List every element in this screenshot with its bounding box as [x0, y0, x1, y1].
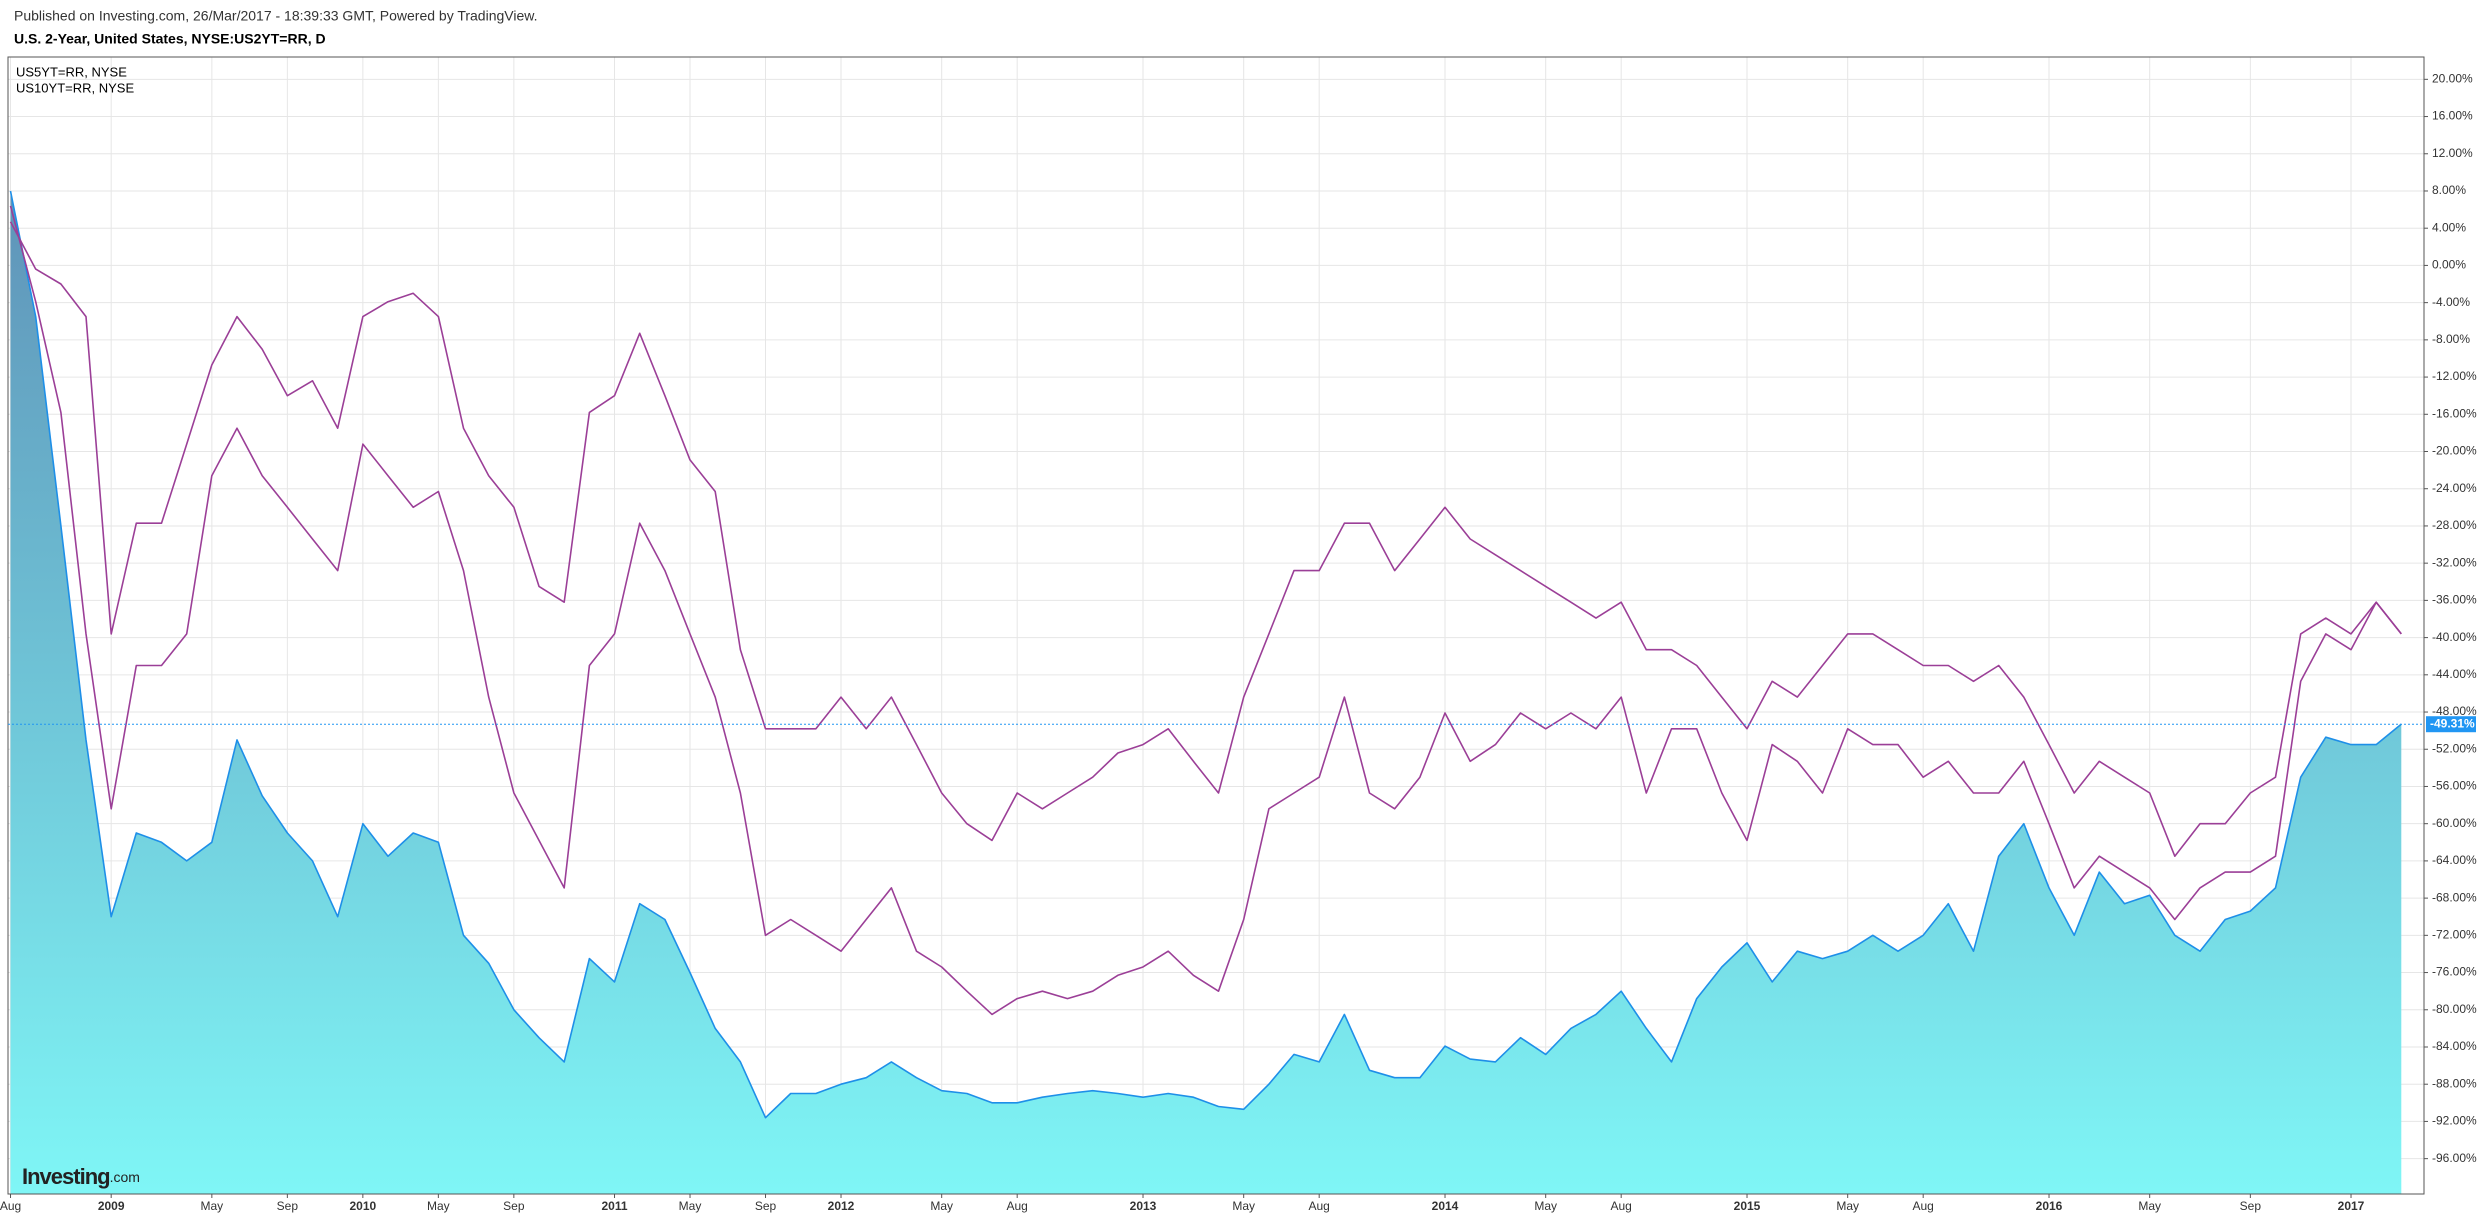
y-tick-label: -16.00% [2432, 406, 2477, 420]
y-tick-label: 12.00% [2432, 146, 2473, 160]
x-tick-label: 2013 [1130, 1199, 1157, 1213]
y-tick-label: -24.00% [2432, 481, 2477, 495]
plot-area [8, 57, 2424, 1194]
x-tick-label: May [1534, 1199, 1557, 1213]
x-tick-label: 2011 [601, 1199, 627, 1213]
y-tick-label: -28.00% [2432, 518, 2477, 532]
y-tick-label: 20.00% [2432, 72, 2473, 86]
y-tick-label: -20.00% [2432, 444, 2477, 458]
x-tick-label: Sep [503, 1199, 525, 1213]
y-tick-label: -4.00% [2432, 295, 2470, 309]
y-tick-label: -56.00% [2432, 779, 2477, 793]
line [9, 190, 2402, 1119]
y-tick-label: -92.00% [2432, 1114, 2477, 1128]
watermark: Investing.com [22, 1164, 140, 1189]
x-tick-label: Sep [755, 1199, 777, 1213]
y-tick-label: 4.00% [2432, 220, 2466, 234]
x-tick-label: 2009 [98, 1199, 125, 1213]
line [9, 221, 2402, 857]
x-tick-label: Aug [0, 1199, 21, 1213]
y-tick-label: 16.00% [2432, 109, 2473, 123]
y-tick-label: -72.00% [2432, 928, 2477, 942]
current-value-label: -49.31% [2430, 716, 2475, 730]
y-tick-label: 8.00% [2432, 183, 2466, 197]
y-tick-label: -68.00% [2432, 890, 2477, 904]
y-tick-label: -84.00% [2432, 1039, 2477, 1053]
x-tick-label: May [201, 1199, 224, 1213]
x-tick-label: 2014 [1432, 1199, 1459, 1213]
y-tick-label: -64.00% [2432, 853, 2477, 867]
x-tick-label: May [427, 1199, 450, 1213]
legend-entry: US10YT=RR, NYSE [16, 80, 134, 95]
area [10, 191, 2402, 1194]
y-tick-label: -8.00% [2432, 332, 2470, 346]
x-tick-label: 2010 [349, 1199, 376, 1213]
x-tick-label: 2012 [828, 1199, 855, 1213]
y-tick-label: -80.00% [2432, 1002, 2477, 1016]
x-tick-label: Aug [1309, 1199, 1330, 1213]
y-tick-label: -88.00% [2432, 1076, 2477, 1090]
x-tick-label: May [679, 1199, 702, 1213]
x-tick-label: May [930, 1199, 953, 1213]
plot-frame [7, 56, 2425, 1195]
legend-entry: US5YT=RR, NYSE [16, 64, 127, 79]
y-tick-label: -60.00% [2432, 816, 2477, 830]
y-tick-label: -36.00% [2432, 593, 2477, 607]
x-tick-label: May [2138, 1199, 2161, 1213]
current-value-box [2426, 716, 2476, 733]
watermark-brand: Investing [22, 1164, 110, 1189]
x-tick-label: Sep [2240, 1199, 2262, 1213]
x-tick-label: 2016 [2036, 1199, 2063, 1213]
chart-title: U.S. 2-Year, United States, NYSE:US2YT=R… [14, 31, 326, 47]
y-tick-label: -32.00% [2432, 555, 2477, 569]
y-tick-label: -96.00% [2432, 1151, 2477, 1165]
y-tick-label: 0.00% [2432, 258, 2466, 272]
y-tick-label: -48.00% [2432, 704, 2477, 718]
y-tick-label: -40.00% [2432, 630, 2477, 644]
watermark-suffix: .com [110, 1169, 140, 1185]
x-tick-label: Aug [1913, 1199, 1934, 1213]
y-tick-label: -12.00% [2432, 369, 2477, 383]
x-tick-label: 2017 [2338, 1199, 2365, 1213]
line [9, 205, 2402, 1016]
x-tick-label: Sep [277, 1199, 299, 1213]
x-tick-label: Aug [1611, 1199, 1632, 1213]
y-tick-label: -44.00% [2432, 667, 2477, 681]
x-tick-label: May [1232, 1199, 1255, 1213]
y-tick-label: -52.00% [2432, 741, 2477, 755]
x-tick-label: 2015 [1734, 1199, 1761, 1213]
y-tick-label: -76.00% [2432, 965, 2477, 979]
x-tick-label: May [1836, 1199, 1859, 1213]
x-tick-label: Aug [1007, 1199, 1028, 1213]
header: Published on Investing.com, 26/Mar/2017 … [14, 8, 537, 24]
